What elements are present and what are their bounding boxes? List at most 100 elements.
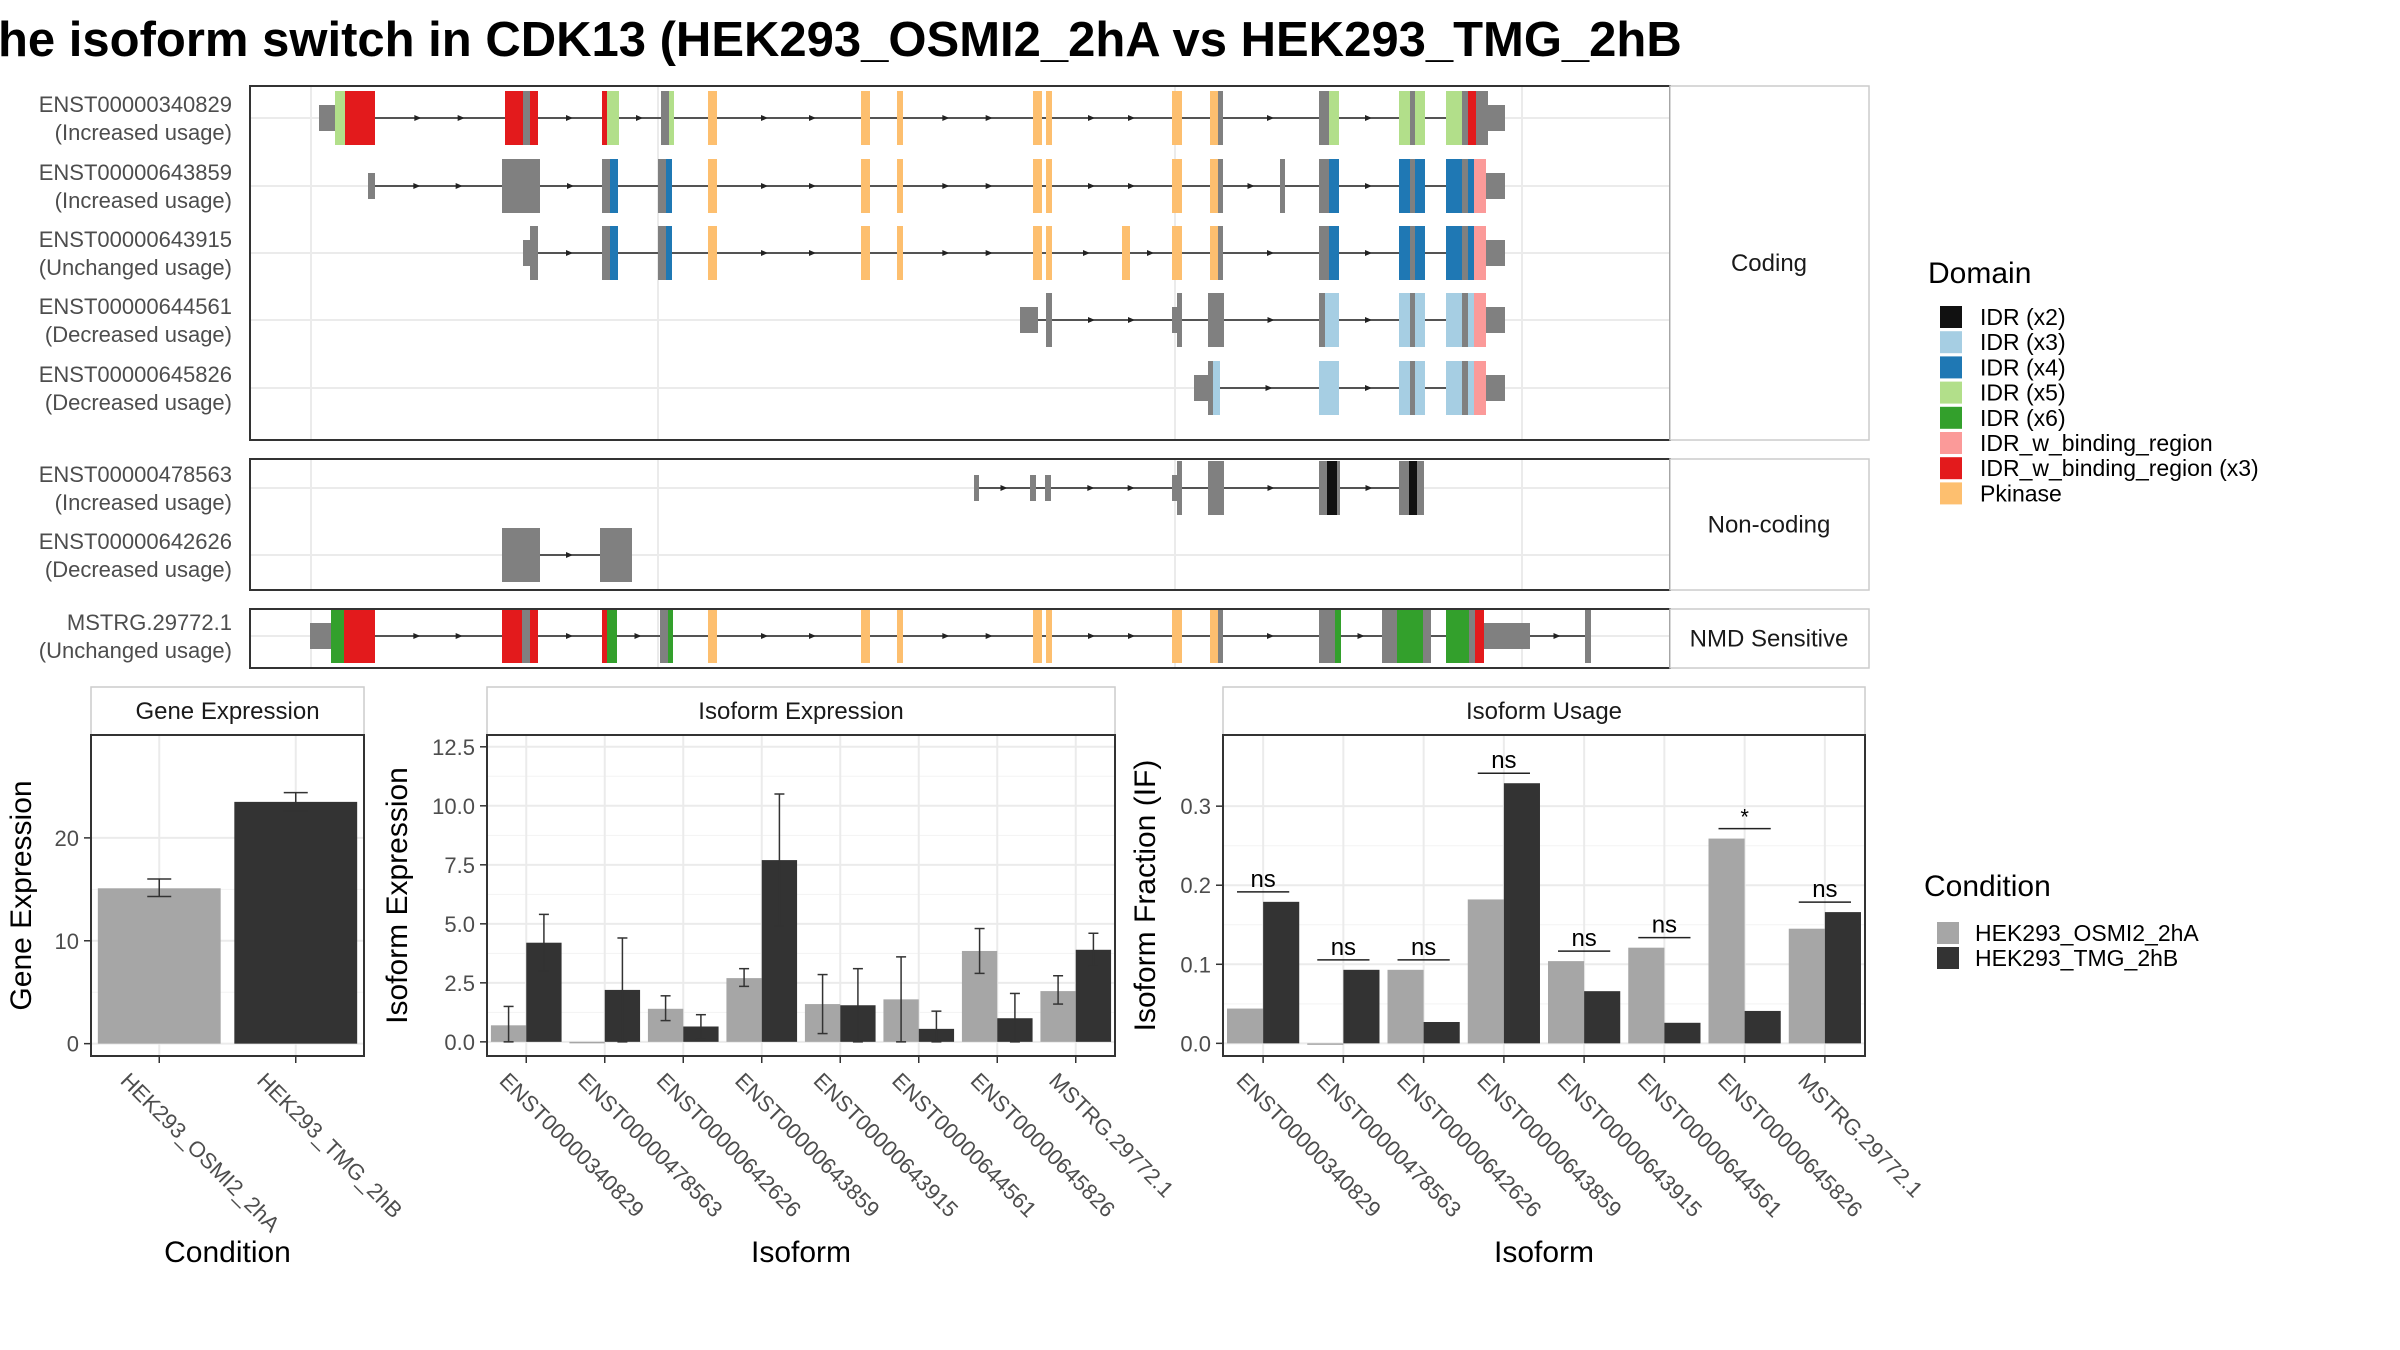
exon-segment (1337, 461, 1340, 515)
x-axis-title: Isoform (751, 1236, 851, 1269)
exon-segment (1475, 609, 1484, 663)
exon-segment (861, 91, 870, 145)
bar (1387, 969, 1424, 1044)
intron-arrow (809, 183, 816, 189)
exon-segment (1046, 609, 1052, 663)
exon-segment (1462, 226, 1468, 280)
intron-arrow (457, 115, 465, 121)
intron-arrow (1357, 633, 1365, 639)
exon-segment (1409, 461, 1417, 515)
exon-segment (1462, 361, 1468, 415)
exon-segment (1218, 609, 1223, 663)
exon-segment (897, 91, 903, 145)
exon-segment (1329, 226, 1339, 280)
domain-legend-key (1940, 457, 1962, 480)
exon-segment (1399, 293, 1410, 347)
transcript-row: ENST00000478563 (Increased usage) (39, 461, 1424, 515)
condition-legend-title: Condition (1924, 870, 2051, 903)
exon-segment (607, 609, 617, 663)
y-tick-label: 10 (55, 929, 79, 954)
x-tick-label: ENST00000645826 (1713, 1068, 1867, 1222)
significance-label: ns (1812, 876, 1837, 903)
exon-segment (1210, 226, 1218, 280)
intron-arrow (1267, 317, 1275, 323)
exon-segment (1484, 623, 1530, 649)
bar (1664, 1022, 1701, 1044)
intron-arrow (1365, 485, 1373, 491)
intron-arrow (1128, 115, 1135, 121)
exon-segment (1446, 226, 1462, 280)
transcript-id-label: ENST00000340829 (39, 92, 232, 117)
exon-segment (1468, 159, 1474, 213)
exon-segment (1415, 293, 1425, 347)
transcript-row: ENST00000642626 (Decreased usage) (39, 528, 632, 582)
exon-segment (1172, 91, 1182, 145)
domain-legend-items: IDR (x2)IDR (x3)IDR (x4)IDR (x5)IDR (x6)… (1940, 304, 2259, 506)
exon-segment (530, 91, 538, 145)
exon-segment (1415, 91, 1425, 145)
exon-segment (1397, 609, 1423, 663)
intron-arrow (636, 115, 643, 121)
transcript-id-label: ENST00000642626 (39, 529, 232, 554)
structure-panel-border (249, 458, 1671, 591)
intron-arrow (1267, 115, 1274, 121)
transcript-usage-label: (Increased usage) (55, 188, 232, 213)
exon-segment (1488, 105, 1505, 131)
exon-segment (1468, 293, 1474, 347)
exon-segment (1486, 240, 1505, 266)
transcript-usage-label: (Decreased usage) (45, 557, 232, 582)
intron-arrow (985, 250, 993, 256)
exon-segment (532, 159, 540, 213)
exon-segment (1208, 461, 1224, 515)
bar (1263, 901, 1300, 1044)
intron-arrow (413, 183, 421, 189)
domain-legend-label: IDR_w_binding_region (x3) (1980, 455, 2259, 481)
significance-label: ns (1652, 912, 1677, 939)
transcript-id-label: MSTRG.29772.1 (67, 610, 232, 635)
exon-segment (1423, 609, 1431, 663)
transcript-usage-label: (Decreased usage) (45, 322, 232, 347)
exon-segment (1399, 226, 1410, 280)
exon-segment (1410, 159, 1415, 213)
domain-legend-label: IDR (x2) (1980, 304, 2066, 330)
exon-segment (532, 528, 540, 582)
exon-segment (1399, 91, 1410, 145)
exon-segment (335, 91, 345, 145)
intron-arrow (1553, 633, 1561, 639)
x-tick-label: ENST00000643915 (1553, 1068, 1707, 1222)
x-tick-label: ENST00000478563 (1312, 1068, 1466, 1222)
exon-segment (1033, 91, 1042, 145)
exon-segment (1462, 91, 1468, 145)
exon-segment (1046, 91, 1052, 145)
intron-arrow (985, 633, 993, 639)
intron-arrow (761, 183, 768, 189)
significance-label: ns (1571, 925, 1596, 952)
x-tick-label: ENST00000642626 (1392, 1068, 1546, 1222)
exon-segment (1020, 307, 1038, 333)
intron-arrow (1088, 183, 1095, 189)
exon-segment (1585, 609, 1591, 663)
exon-segment (1045, 475, 1051, 501)
domain-legend-label: IDR (x3) (1980, 329, 2066, 355)
exon-segment (1468, 91, 1476, 145)
intron-arrow (942, 183, 950, 189)
exon-segment (1172, 609, 1182, 663)
y-tick-label: 12.5 (432, 735, 475, 760)
intron-arrow (1083, 250, 1090, 256)
intron-arrow (761, 633, 768, 639)
intron-arrow (1087, 485, 1095, 491)
exon-segment (861, 159, 870, 213)
y-axis-title: Isoform Fraction (IF) (1129, 760, 1162, 1032)
exon-segment (1474, 293, 1486, 347)
exon-segment (1172, 159, 1182, 213)
intron-arrow (985, 115, 993, 121)
exon-segment (1329, 91, 1339, 145)
exon-segment (1033, 226, 1042, 280)
y-tick-label: 0.0 (1180, 1031, 1211, 1056)
isoform-expression-chart: Isoform Expression 0.0 2.5 5.0 7.5 10.0 12.5 EN… (381, 686, 1179, 1269)
transcript-usage-label: (Unchanged usage) (39, 255, 232, 280)
exon-segment (1446, 159, 1462, 213)
exon-segment (1446, 293, 1462, 347)
exon-segment (1410, 293, 1415, 347)
